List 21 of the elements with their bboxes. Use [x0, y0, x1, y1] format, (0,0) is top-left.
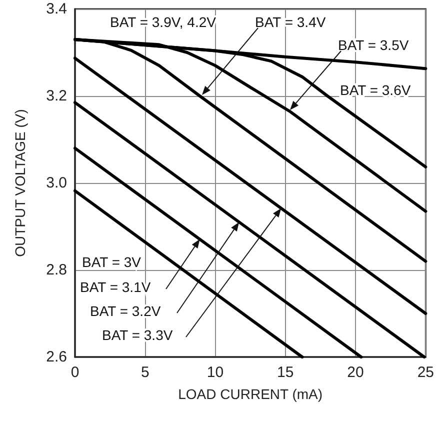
annotation: BAT = 3.2V: [90, 303, 162, 319]
y-tick-label: 3.0: [46, 174, 67, 192]
y-axis-title: OUTPUT VOLTAGE (V): [12, 109, 28, 257]
y-tick-label: 3.2: [46, 88, 67, 104]
annotation: BAT = 3V: [82, 254, 142, 270]
y-tick-label: 2.8: [46, 262, 67, 278]
annotation: BAT = 3.3V: [102, 327, 174, 343]
annotation: BAT = 3.4V: [255, 14, 326, 30]
y-tick-label: 2.6: [46, 348, 67, 366]
x-axis-title: LOAD CURRENT (mA): [178, 386, 323, 402]
annotation: BAT = 3.9V, 4.2V: [110, 14, 217, 30]
annotation: BAT = 3.6V: [340, 82, 412, 98]
x-tick-label: 10: [206, 364, 224, 381]
annotation: BAT = 3.5V: [338, 37, 410, 53]
annotation: BAT = 3.1V: [80, 279, 152, 295]
x-tick-label: 5: [140, 364, 150, 381]
x-tick-label: 0: [70, 364, 80, 381]
y-tick-label: 3.4: [46, 0, 67, 18]
x-tick-label: 20: [347, 364, 364, 381]
x-tick-label: 25: [417, 364, 434, 381]
x-tick-label: 15: [277, 364, 294, 381]
